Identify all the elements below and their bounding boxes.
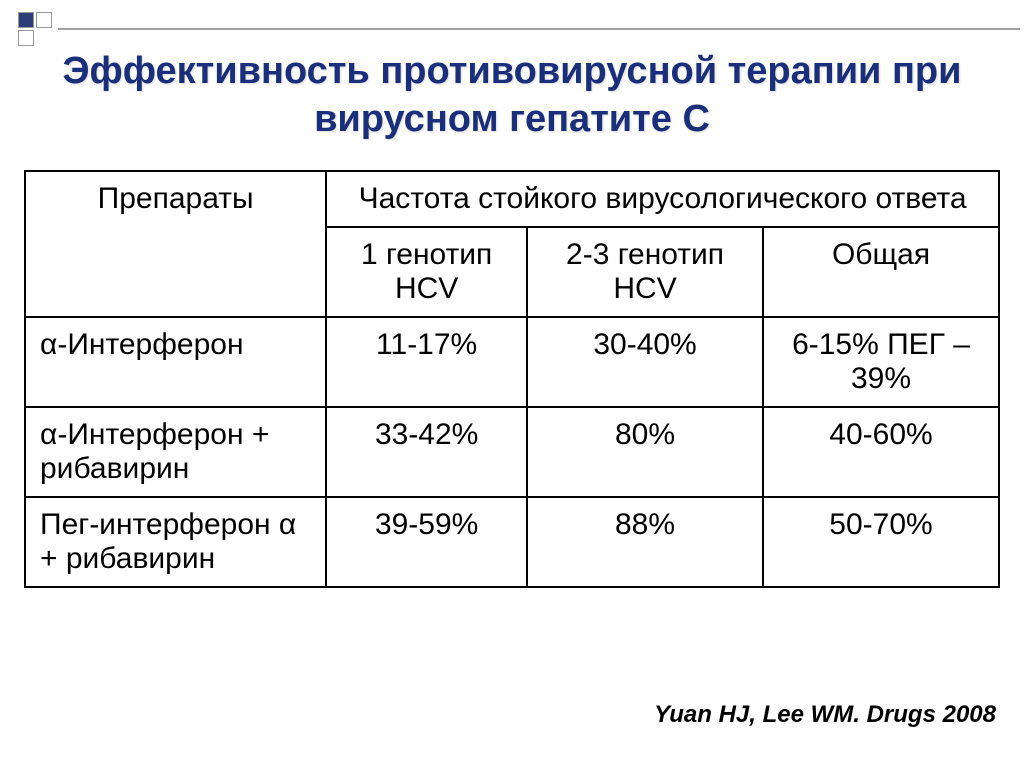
citation: Yuan HJ, Lee WM. Drugs 2008 [654,701,996,729]
cell-overall: 6-15% ПЕГ – 39% [763,317,999,407]
corner-decoration [18,12,54,48]
cell-drug: α-Интерферон [25,317,326,407]
table-row: α-Интерферон + рибавирин 33-42% 80% 40-6… [25,407,999,497]
table-header-row-1: Препараты Частота стойкого вирусологичес… [25,171,999,227]
cell-overall: 40-60% [763,407,999,497]
slide-title: Эффективность противовирусной терапии пр… [0,48,1024,143]
header-drugs: Препараты [25,171,326,317]
cell-g23: 30-40% [527,317,763,407]
header-overall: Общая [763,227,999,317]
header-response-group: Частота стойкого вирусологического ответ… [326,171,999,227]
header-genotype-23: 2-3 генотип HCV [527,227,763,317]
cell-overall: 50-70% [763,497,999,587]
cell-drug: Пег-интерферон α + рибавирин [25,497,326,587]
cell-g23: 80% [527,407,763,497]
header-genotype-1: 1 генотип HCV [326,227,527,317]
cell-g1: 39-59% [326,497,527,587]
efficacy-table: Препараты Частота стойкого вирусологичес… [24,170,1000,588]
cell-g23: 88% [527,497,763,587]
cell-g1: 11-17% [326,317,527,407]
table-row: Пег-интерферон α + рибавирин 39-59% 88% … [25,497,999,587]
cell-g1: 33-42% [326,407,527,497]
header-rule [58,28,1020,30]
cell-drug: α-Интерферон + рибавирин [25,407,326,497]
table-row: α-Интерферон 11-17% 30-40% 6-15% ПЕГ – 3… [25,317,999,407]
